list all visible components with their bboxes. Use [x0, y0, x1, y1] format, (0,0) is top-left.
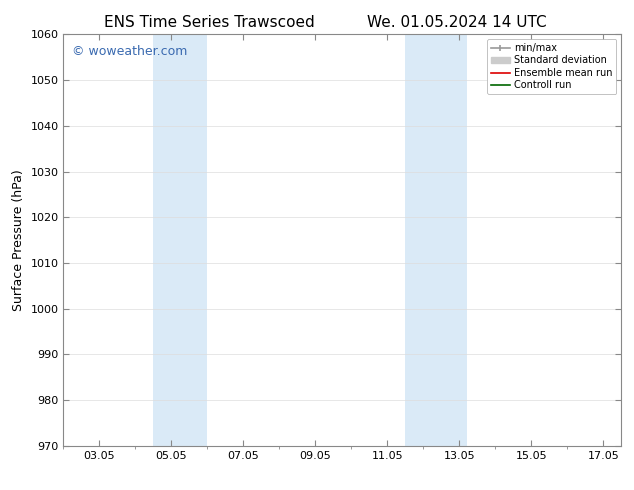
Text: We. 01.05.2024 14 UTC: We. 01.05.2024 14 UTC [366, 15, 547, 30]
Legend: min/max, Standard deviation, Ensemble mean run, Controll run: min/max, Standard deviation, Ensemble me… [487, 39, 616, 94]
Text: ENS Time Series Trawscoed: ENS Time Series Trawscoed [104, 15, 314, 30]
Bar [405, 34, 467, 446]
Text: © woweather.com: © woweather.com [72, 45, 187, 58]
Bar [153, 34, 207, 446]
Y-axis label: Surface Pressure (hPa): Surface Pressure (hPa) [12, 169, 25, 311]
